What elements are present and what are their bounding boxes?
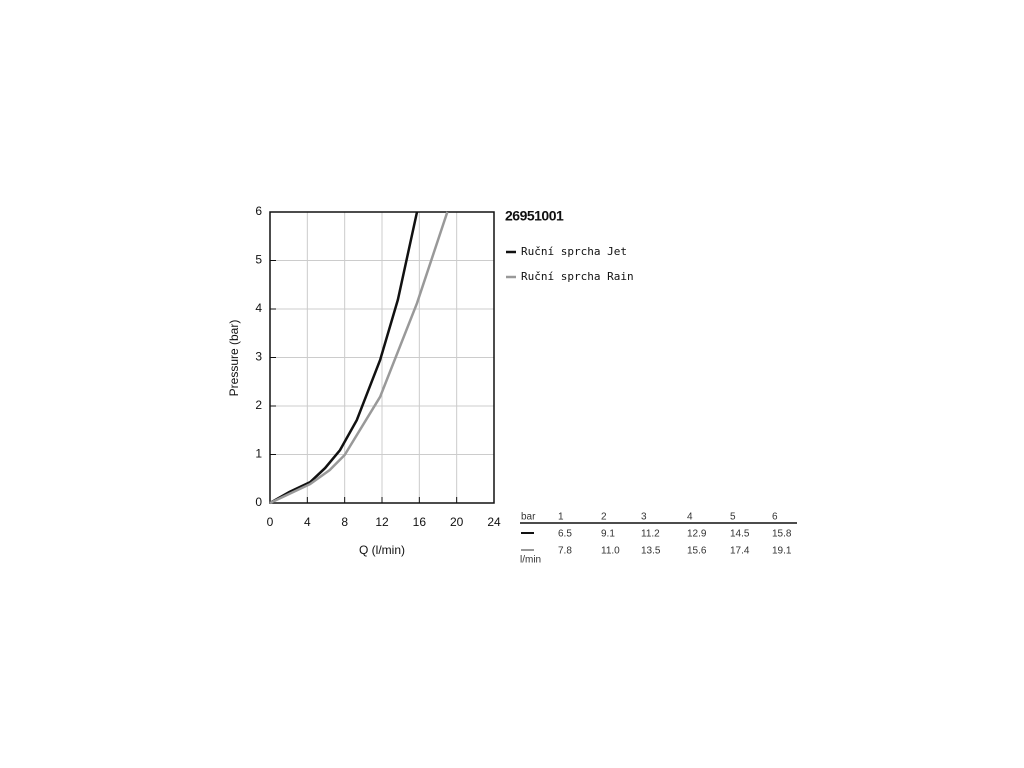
x-tick-label: 4	[304, 515, 311, 529]
table-header: 6	[772, 512, 778, 523]
plot-frame	[269, 211, 495, 504]
series-line	[269, 211, 419, 505]
series-line	[269, 211, 449, 505]
y-tick-label: 4	[255, 301, 262, 315]
y-tick-label: 6	[255, 204, 262, 218]
table-cell: 15.8	[772, 529, 792, 540]
legend-label: Ruční sprcha Rain	[521, 270, 634, 283]
table-header: bar	[521, 512, 536, 523]
table-cell: 11.2	[641, 529, 660, 540]
y-tick-label: 1	[255, 447, 262, 461]
x-axis-label: Q (l/min)	[359, 543, 405, 557]
x-tick-label: 12	[375, 515, 389, 529]
table-cell: 14.5	[730, 529, 750, 540]
table-header: 3	[641, 512, 647, 523]
table-header: 2	[601, 512, 607, 523]
table-cell: 7.8	[558, 546, 572, 557]
x-tick-label: 16	[413, 515, 427, 529]
table-cell: 19.1	[772, 546, 792, 557]
table-cell: 9.1	[601, 529, 615, 540]
y-tick-label: 5	[255, 253, 262, 267]
table-cell: 17.4	[730, 546, 750, 557]
chart-title: 26951001	[505, 208, 564, 224]
table-cell: 6.5	[558, 529, 572, 540]
table-cell: 12.9	[687, 529, 707, 540]
table-cell: 15.6	[687, 546, 707, 557]
x-tick-label: 20	[450, 515, 464, 529]
x-tick-label: 8	[341, 515, 348, 529]
y-axis-label: Pressure (bar)	[227, 320, 241, 397]
table-unit: l/min	[520, 555, 541, 566]
table-header: 5	[730, 512, 736, 523]
x-tick-label: 0	[267, 515, 274, 529]
x-tick-label: 24	[487, 515, 501, 529]
table-cell: 13.5	[641, 546, 661, 557]
y-tick-label: 0	[255, 495, 262, 509]
y-tick-label: 3	[255, 350, 262, 364]
legend-label: Ruční sprcha Jet	[521, 245, 627, 258]
table-header: 1	[558, 512, 564, 523]
table-header: 4	[687, 512, 693, 523]
table-cell: 11.0	[601, 546, 620, 557]
y-tick-label: 2	[255, 398, 262, 412]
